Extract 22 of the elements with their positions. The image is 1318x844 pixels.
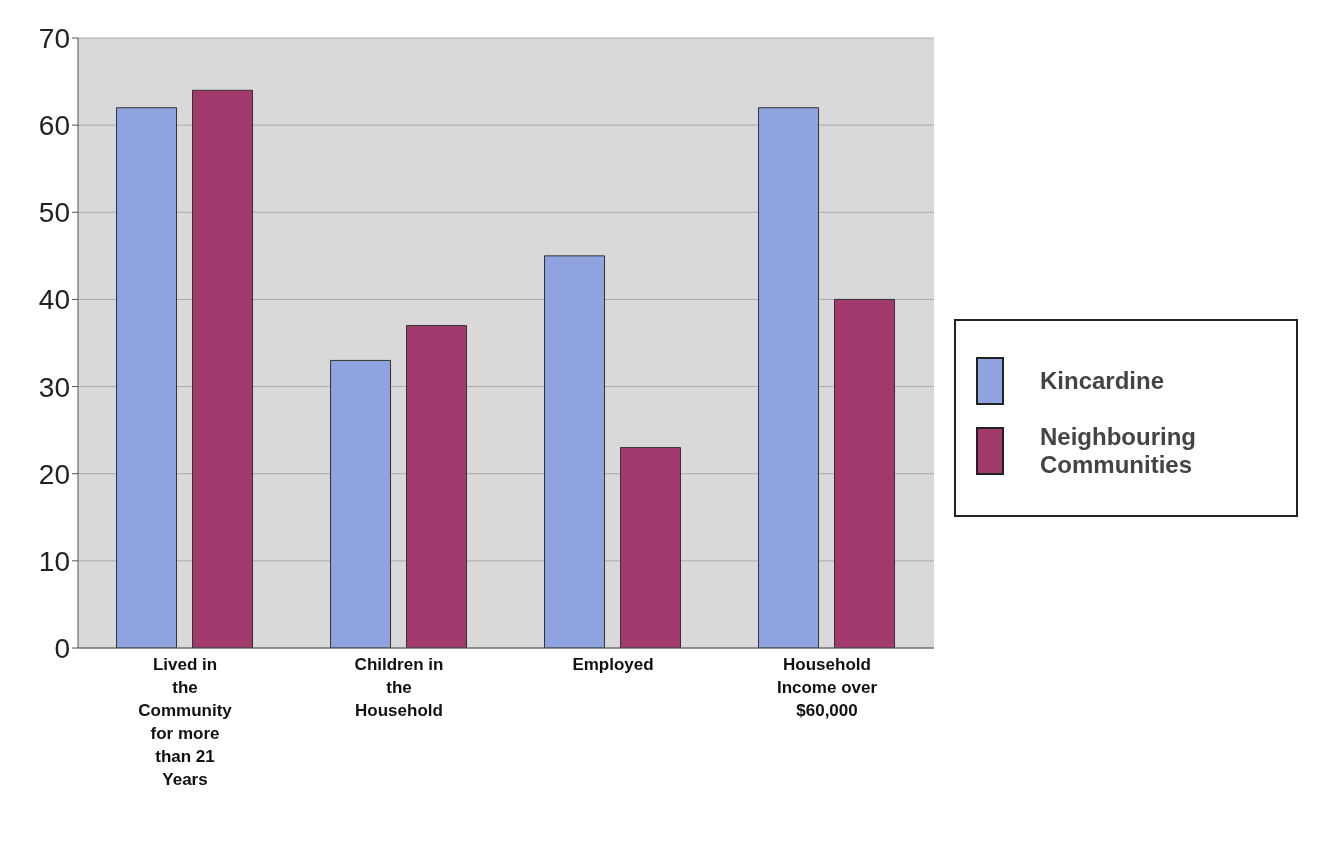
bar — [834, 298, 896, 648]
bar — [406, 325, 468, 648]
y-tick-label: 10 — [38, 545, 70, 577]
x-tick-label: Children in the Household — [354, 655, 444, 720]
y-tick-label: 20 — [38, 458, 70, 490]
bar — [116, 107, 178, 648]
bar — [758, 107, 820, 648]
x-tick-label: Employed — [572, 655, 654, 674]
y-tick-label: 60 — [38, 110, 70, 142]
bar — [620, 447, 682, 648]
x-tick-label: Lived in the Community for more than 21 Years — [138, 655, 233, 789]
y-tick-label: 30 — [38, 371, 70, 403]
legend-label: Kincardine — [1040, 367, 1165, 395]
y-tick-label: 50 — [38, 197, 70, 229]
legend-label: Neighbouring Communities — [1040, 423, 1197, 479]
x-tick-label: Household Income over $60,000 — [776, 655, 878, 720]
bar — [544, 255, 606, 648]
bar — [330, 359, 392, 648]
y-tick-label: 70 — [38, 22, 70, 54]
y-tick-label: 40 — [38, 284, 70, 316]
y-tick-label: 0 — [54, 632, 70, 664]
bar — [192, 89, 254, 648]
